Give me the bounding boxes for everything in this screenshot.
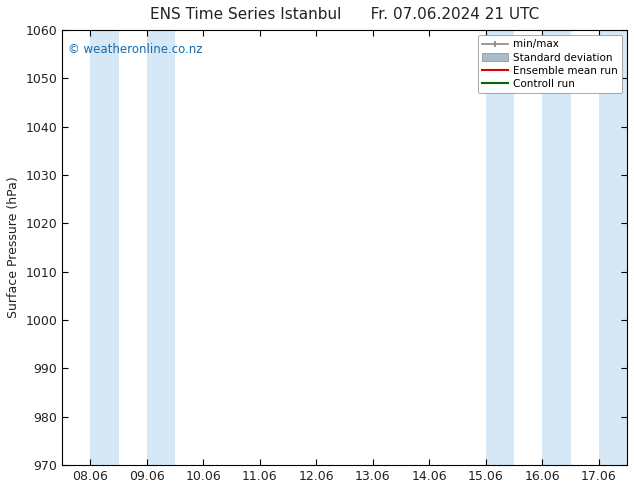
Legend: min/max, Standard deviation, Ensemble mean run, Controll run: min/max, Standard deviation, Ensemble me… xyxy=(477,35,622,93)
Y-axis label: Surface Pressure (hPa): Surface Pressure (hPa) xyxy=(7,177,20,318)
Title: ENS Time Series Istanbul      Fr. 07.06.2024 21 UTC: ENS Time Series Istanbul Fr. 07.06.2024 … xyxy=(150,7,540,22)
Text: © weatheronline.co.nz: © weatheronline.co.nz xyxy=(68,43,202,56)
Bar xyxy=(486,30,514,465)
Bar xyxy=(542,30,571,465)
Bar xyxy=(599,30,627,465)
Bar xyxy=(147,30,175,465)
Bar xyxy=(91,30,119,465)
